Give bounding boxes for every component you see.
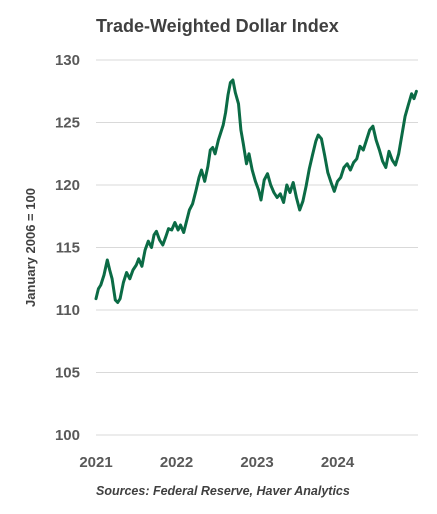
series-line-0 <box>94 78 418 304</box>
x-tick-label: 2022 <box>160 454 193 471</box>
y-tick-label: 100 <box>55 427 80 444</box>
x-tick-label: 2024 <box>321 454 355 471</box>
chart-title: Trade-Weighted Dollar Index <box>96 16 339 36</box>
y-tick-label: 120 <box>55 177 80 194</box>
y-axis-label: January 2006 = 100 <box>23 188 38 307</box>
y-axis-ticks: 100 105 110 115 120 125 130 <box>55 52 80 444</box>
y-tick-label: 125 <box>55 115 80 132</box>
gridlines <box>96 59 418 373</box>
source-note: Sources: Federal Reserve, Haver Analytic… <box>96 484 350 498</box>
x-axis-ticks: 2021 2022 2023 2024 <box>79 454 355 471</box>
x-tick-label: 2021 <box>79 454 112 471</box>
y-tick-label: 105 <box>55 365 80 382</box>
y-tick-label: 130 <box>55 52 80 69</box>
series-group <box>94 78 418 304</box>
x-tick-label: 2023 <box>240 454 273 471</box>
y-tick-label: 115 <box>56 240 80 257</box>
y-tick-label: 110 <box>56 302 80 319</box>
